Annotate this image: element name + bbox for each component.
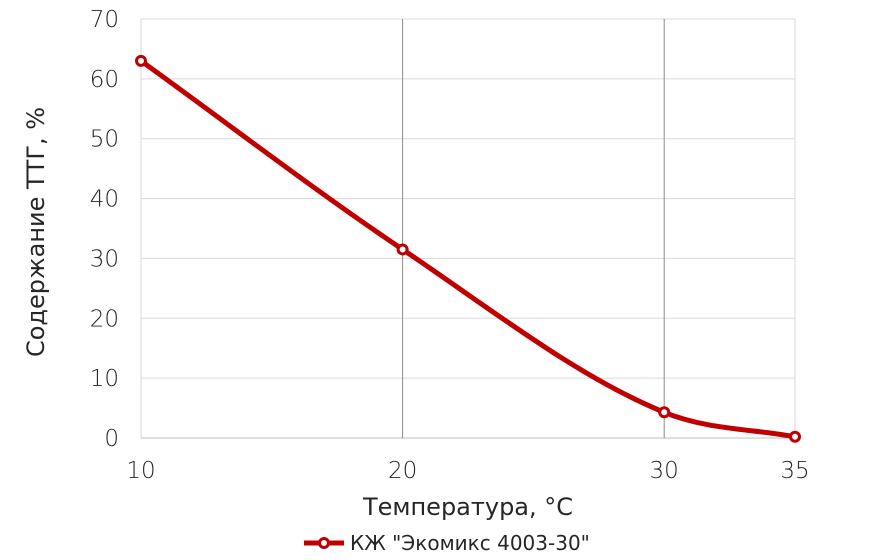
data-point — [396, 243, 409, 256]
y-tick-label: 0 — [104, 426, 119, 452]
x-tick-label: 10 — [126, 458, 155, 484]
y-axis-title: Содержание ТТГ, % — [22, 107, 50, 357]
y-tick-label: 50 — [90, 127, 119, 153]
x-tick-labels: 10 20 30 35 — [126, 458, 809, 484]
x-tick-label: 20 — [388, 458, 417, 484]
y-tick-labels: 0 10 20 30 40 50 60 70 — [90, 7, 119, 452]
data-point — [789, 430, 801, 443]
data-point — [658, 406, 671, 419]
y-tick-label: 40 — [90, 187, 119, 213]
series-line — [138, 58, 798, 440]
legend-series-marker — [318, 537, 330, 549]
y-tick-label: 10 — [90, 366, 119, 392]
x-tick-label: 30 — [650, 458, 679, 484]
legend: КЖ "Экомикс 4003-30" — [304, 531, 590, 555]
x-tick-label: 35 — [780, 458, 809, 484]
x-axis-title: Температура, °С — [362, 493, 573, 521]
data-point — [135, 54, 147, 67]
series-layer — [135, 54, 801, 443]
y-tick-label: 70 — [90, 7, 119, 33]
legend-series-label: КЖ "Экомикс 4003-30" — [350, 531, 590, 555]
y-tick-label: 30 — [90, 246, 119, 272]
y-tick-label: 60 — [90, 67, 119, 93]
grid — [140, 18, 796, 439]
y-tick-label: 20 — [90, 306, 119, 332]
